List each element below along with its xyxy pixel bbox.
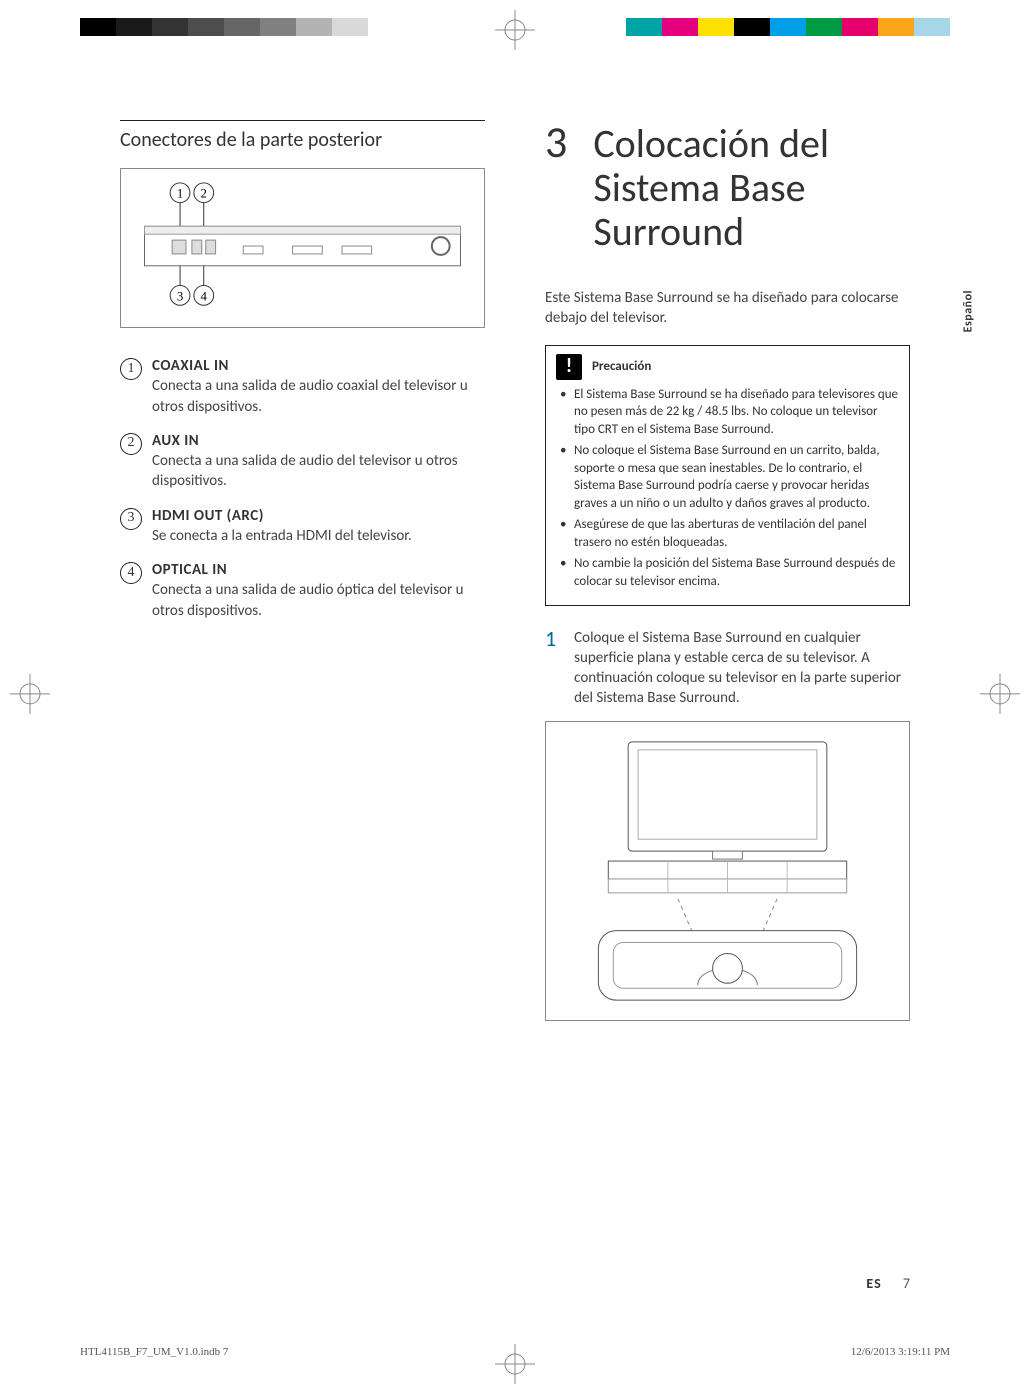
connector-number: 2: [120, 433, 142, 455]
connector-item: 4 OPTICAL INConecta a una salida de audio…: [120, 560, 485, 621]
language-tab: Español: [960, 290, 976, 332]
connector-title: OPTICAL IN: [152, 560, 485, 580]
footer-page-number: 7: [903, 1275, 910, 1292]
connector-item: 2 AUX INConecta a una salida de audio del…: [120, 431, 485, 492]
reg-swatch: [914, 18, 950, 36]
reg-swatch: [770, 18, 806, 36]
svg-text:1: 1: [177, 187, 183, 201]
connector-description: Se conecta a la entrada HDMI del televis…: [152, 526, 412, 546]
connector-number: 4: [120, 562, 142, 584]
connector-description: Conecta a una salida de audio coaxial de…: [152, 376, 485, 417]
reg-swatch: [80, 18, 116, 36]
placement-illustration: [545, 721, 910, 1021]
connector-item: 3 HDMI OUT (ARC)Se conecta a la entrada H…: [120, 506, 485, 547]
reg-swatch: [188, 18, 224, 36]
rear-connectors-heading: Conectores de la parte posterior: [120, 120, 485, 154]
step-number: 1: [545, 628, 556, 709]
reg-swatch: [152, 18, 188, 36]
reg-swatch: [116, 18, 152, 36]
reg-swatch: [224, 18, 260, 36]
caution-list: El Sistema Base Surround se ha diseñado …: [556, 386, 899, 591]
svg-text:2: 2: [201, 187, 207, 201]
registration-mark-right: [980, 674, 1020, 720]
reg-swatch: [698, 18, 734, 36]
connector-number: 3: [120, 508, 142, 530]
step-1: 1 Coloque el Sistema Base Surround en cu…: [545, 628, 910, 709]
chapter-title: Colocación del Sistema Base Surround: [593, 122, 910, 254]
svg-text:4: 4: [201, 289, 208, 303]
right-column: 3 Colocación del Sistema Base Surround E…: [545, 120, 910, 1254]
caution-item: El Sistema Base Surround se ha diseñado …: [560, 386, 899, 439]
connector-title: AUX IN: [152, 431, 485, 451]
left-column: Conectores de la parte posterior 1 2: [120, 120, 485, 1254]
reg-swatch: [842, 18, 878, 36]
caution-item: No cambie la posición del Sistema Base S…: [560, 555, 899, 590]
connector-title: COAXIAL IN: [152, 356, 485, 376]
reg-swatch: [662, 18, 698, 36]
caution-item: Asegúrese de que las aberturas de ventil…: [560, 516, 899, 551]
reg-swatch: [332, 18, 368, 36]
page-content: Conectores de la parte posterior 1 2: [120, 120, 910, 1254]
registration-colors: [626, 18, 950, 36]
registration-grayscale: [80, 18, 368, 36]
reg-swatch: [878, 18, 914, 36]
connector-number: 1: [120, 358, 142, 380]
svg-text:3: 3: [177, 289, 183, 303]
connector-item: 1 COAXIAL INConecta a una salida de audio…: [120, 356, 485, 417]
connector-description: Conecta a una salida de audio del televi…: [152, 451, 485, 492]
caution-box: ! Precaución El Sistema Base Surround se…: [545, 345, 910, 606]
print-timestamp: 12/6/2013 3:19:11 PM: [851, 1345, 950, 1360]
device-rear-illustration: 1 2 3 4: [120, 168, 485, 328]
reg-swatch: [806, 18, 842, 36]
registration-mark-top: [495, 10, 535, 50]
caution-label: Precaución: [592, 358, 651, 376]
page-footer: ES 7: [866, 1275, 910, 1294]
reg-swatch: [734, 18, 770, 36]
chapter-number: 3: [545, 120, 567, 164]
registration-mark-left: [10, 674, 50, 720]
reg-swatch: [260, 18, 296, 36]
footer-lang-code: ES: [866, 1275, 881, 1292]
step-text: Coloque el Sistema Base Surround en cual…: [574, 628, 910, 709]
connector-title: HDMI OUT (ARC): [152, 506, 412, 526]
connector-list: 1COAXIAL INConecta a una salida de audio…: [120, 356, 485, 621]
caution-icon: !: [556, 354, 582, 380]
chapter-heading: 3 Colocación del Sistema Base Surround: [545, 120, 910, 254]
connector-description: Conecta a una salida de audio óptica del…: [152, 580, 485, 621]
print-footer: HTL4115B_F7_UM_V1.0.indb 7 12/6/2013 3:1…: [80, 1345, 950, 1360]
reg-swatch: [296, 18, 332, 36]
caution-header: ! Precaución: [556, 354, 899, 380]
print-file-name: HTL4115B_F7_UM_V1.0.indb 7: [80, 1345, 228, 1360]
caution-item: No coloque el Sistema Base Surround en u…: [560, 442, 899, 512]
reg-swatch: [626, 18, 662, 36]
chapter-intro: Este Sistema Base Surround se ha diseñad…: [545, 288, 910, 329]
